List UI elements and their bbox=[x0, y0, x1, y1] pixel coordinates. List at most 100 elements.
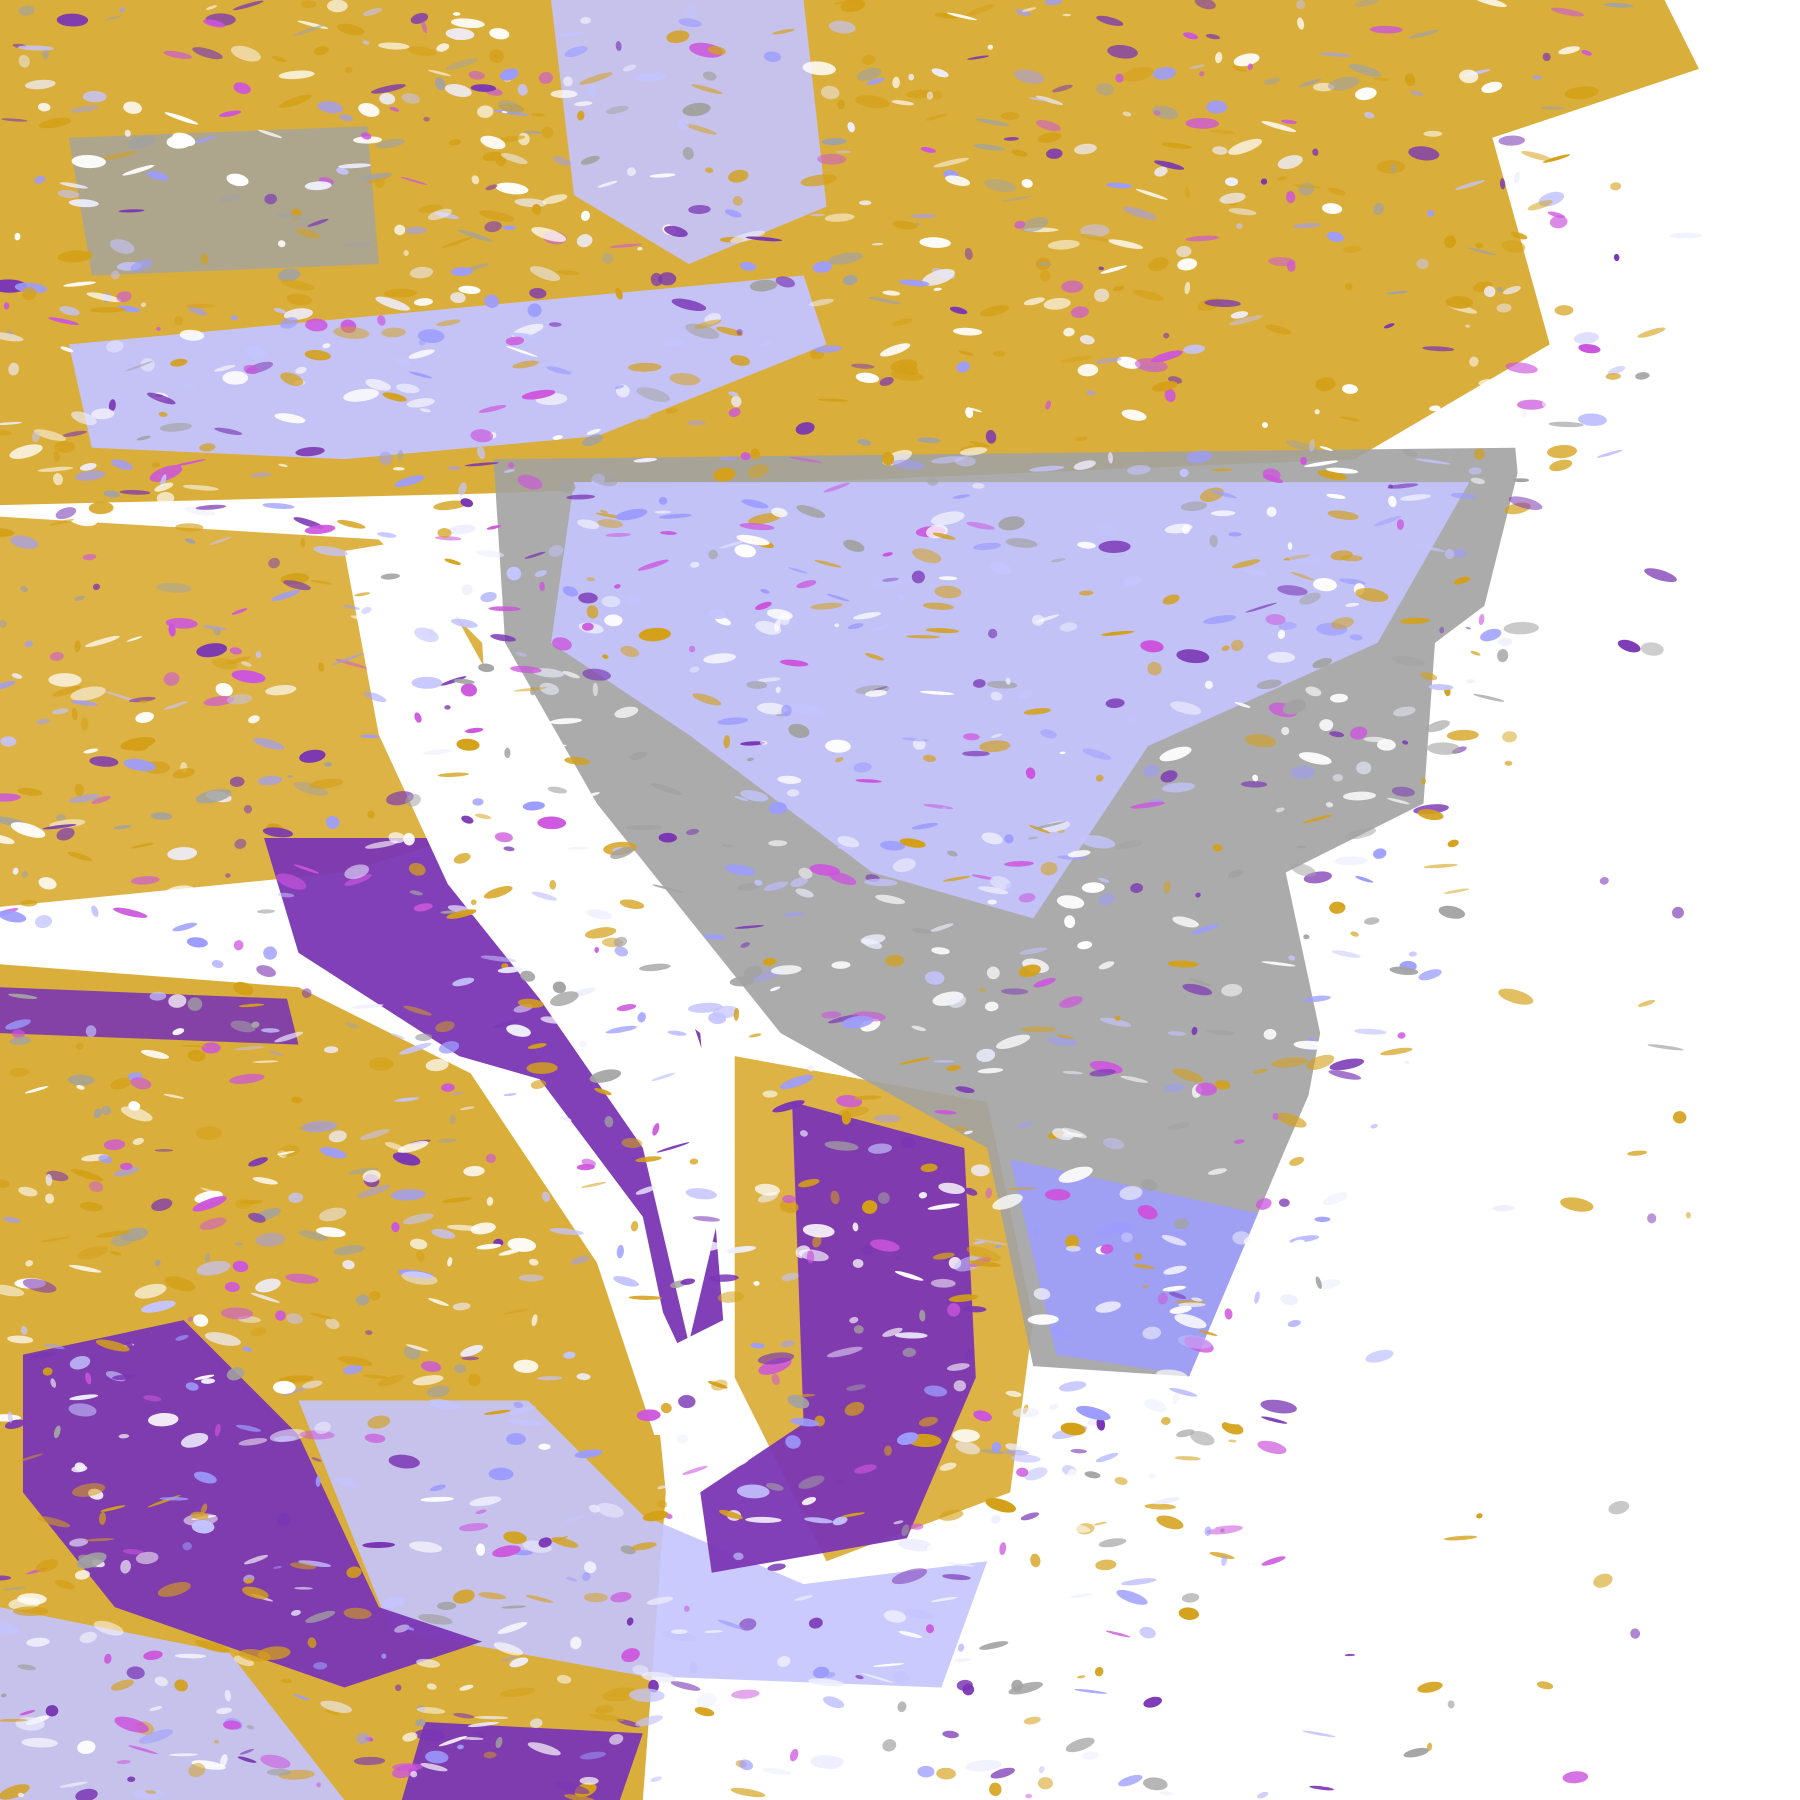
cloud-speck bbox=[921, 268, 955, 286]
cloud-speck bbox=[1112, 285, 1125, 292]
cloud-speck bbox=[1023, 297, 1045, 306]
cloud-speck bbox=[1421, 777, 1426, 785]
cloud-speck bbox=[1276, 176, 1288, 181]
cloud-speck bbox=[660, 1402, 672, 1414]
cloud-speck bbox=[314, 1421, 331, 1434]
cloud-speck bbox=[1265, 324, 1292, 335]
cloud-speck bbox=[1228, 208, 1257, 216]
cloud-speck bbox=[749, 279, 778, 292]
cloud-speck bbox=[630, 1221, 639, 1232]
cloud-speck bbox=[470, 84, 497, 92]
cloud-speck bbox=[428, 69, 452, 77]
cloud-speck bbox=[1174, 1456, 1201, 1461]
cloud-speck bbox=[689, 1158, 699, 1165]
cloud-speck bbox=[1327, 76, 1360, 91]
cloud-speck bbox=[1404, 73, 1416, 87]
cloud-speck bbox=[1073, 460, 1096, 470]
cloud-speck bbox=[891, 459, 926, 470]
cloud-speck bbox=[452, 1589, 475, 1604]
cloud-speck bbox=[1521, 150, 1553, 162]
cloud-speck bbox=[856, 67, 882, 81]
cloud-speck bbox=[1184, 281, 1191, 295]
cloud-speck bbox=[164, 885, 196, 900]
cloud-speck bbox=[1204, 299, 1241, 308]
cloud-speck bbox=[1097, 523, 1116, 537]
cloud-speck bbox=[1469, 356, 1479, 367]
cloud-speck bbox=[224, 1689, 232, 1702]
cloud-speck bbox=[1014, 220, 1026, 229]
cloud-speck bbox=[415, 1729, 446, 1742]
cloud-speck bbox=[979, 305, 1010, 317]
cloud-speck bbox=[1468, 467, 1482, 475]
purple-region-southwest bbox=[22, 1320, 483, 1688]
cloud-speck bbox=[1039, 270, 1051, 282]
cloud-speck bbox=[1, 118, 28, 122]
cloud-speck bbox=[279, 94, 312, 108]
cloud-speck bbox=[1426, 209, 1435, 217]
cloud-speck bbox=[56, 13, 89, 27]
cloud-speck bbox=[892, 318, 914, 326]
cloud-speck bbox=[626, 167, 636, 176]
cloud-speck bbox=[893, 1671, 909, 1684]
cloud-speck bbox=[1170, 701, 1202, 715]
cloud-speck bbox=[704, 1630, 723, 1633]
cloud-speck bbox=[149, 1706, 163, 1711]
cloud-speck bbox=[313, 546, 348, 557]
cloud-speck bbox=[753, 1281, 760, 1286]
cloud-speck bbox=[834, 757, 844, 763]
cloud-speck bbox=[232, 1260, 249, 1273]
cloud-speck bbox=[1391, 655, 1426, 667]
cloud-speck bbox=[529, 699, 539, 709]
cloud-speck bbox=[441, 236, 473, 248]
cloud-speck bbox=[493, 1642, 523, 1656]
cloud-speck bbox=[458, 1736, 484, 1741]
cloud-speck bbox=[1319, 923, 1347, 939]
cloud-speck bbox=[515, 651, 528, 657]
cloud-speck bbox=[211, 657, 238, 670]
cloud-speck bbox=[36, 1559, 59, 1573]
cloud-speck bbox=[558, 479, 576, 493]
cloud-speck bbox=[325, 1708, 341, 1716]
cloud-speck bbox=[531, 227, 567, 243]
cloud-speck bbox=[93, 1108, 102, 1119]
cloud-speck bbox=[861, 54, 876, 66]
cloud-speck bbox=[754, 1183, 780, 1196]
cloud-speck bbox=[344, 1022, 360, 1029]
cloud-speck bbox=[1268, 257, 1296, 267]
cloud-speck bbox=[1483, 286, 1496, 298]
cloud-speck bbox=[1443, 1535, 1478, 1541]
cloud-speck bbox=[45, 1705, 59, 1717]
cloud-speck bbox=[1309, 1785, 1334, 1791]
cloud-speck bbox=[302, 1380, 323, 1389]
cloud-speck bbox=[1070, 1593, 1093, 1599]
cloud-speck bbox=[1183, 32, 1199, 40]
cloud-speck bbox=[295, 446, 325, 457]
cloud-speck bbox=[794, 1595, 813, 1601]
cloud-speck bbox=[1355, 875, 1374, 883]
cloud-speck bbox=[192, 1196, 227, 1212]
cloud-speck bbox=[1149, 1559, 1185, 1568]
cloud-speck bbox=[545, 744, 567, 747]
cloud-speck bbox=[316, 1227, 346, 1238]
cloud-speck bbox=[772, 1100, 805, 1113]
cloud-speck bbox=[1637, 999, 1656, 1007]
cloud-speck bbox=[594, 1088, 612, 1096]
cloud-speck bbox=[510, 665, 542, 674]
cloud-speck bbox=[822, 1696, 845, 1709]
cloud-speck bbox=[309, 778, 344, 789]
cloud-speck bbox=[739, 1759, 754, 1771]
cloud-speck bbox=[184, 506, 216, 516]
cloud-speck bbox=[5, 1019, 31, 1030]
cloud-speck bbox=[1038, 1766, 1045, 1774]
cloud-speck bbox=[936, 1767, 956, 1780]
cloud-speck bbox=[610, 1591, 632, 1603]
cloud-speck bbox=[814, 345, 843, 353]
purple-streak-west bbox=[0, 987, 299, 1045]
cloud-speck bbox=[760, 340, 773, 347]
cloud-speck bbox=[525, 1595, 554, 1603]
cloud-speck bbox=[892, 858, 916, 873]
cloud-speck bbox=[392, 1152, 421, 1166]
cloud-speck bbox=[1040, 729, 1057, 739]
cloud-speck bbox=[1306, 1054, 1335, 1070]
cloud-speck bbox=[795, 888, 814, 898]
